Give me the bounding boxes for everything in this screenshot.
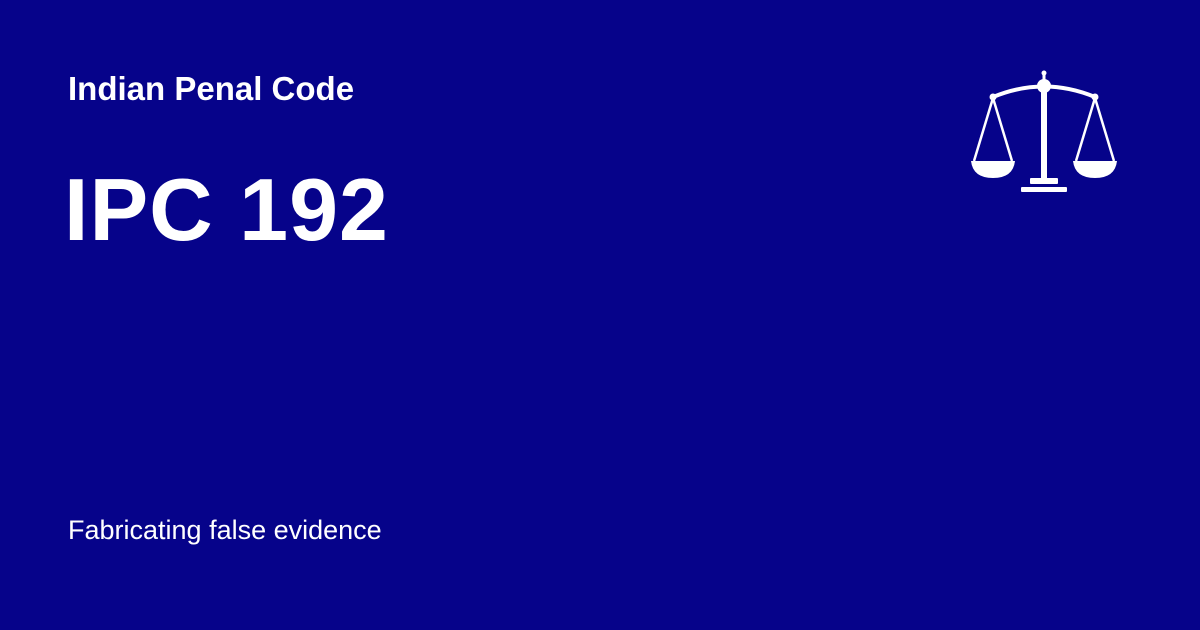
code-name: Indian Penal Code [68, 70, 355, 107]
section-description: Fabricating false evidence [68, 515, 382, 545]
scales-of-justice-icon [966, 66, 1122, 198]
section-title: IPC 192 [64, 160, 389, 259]
